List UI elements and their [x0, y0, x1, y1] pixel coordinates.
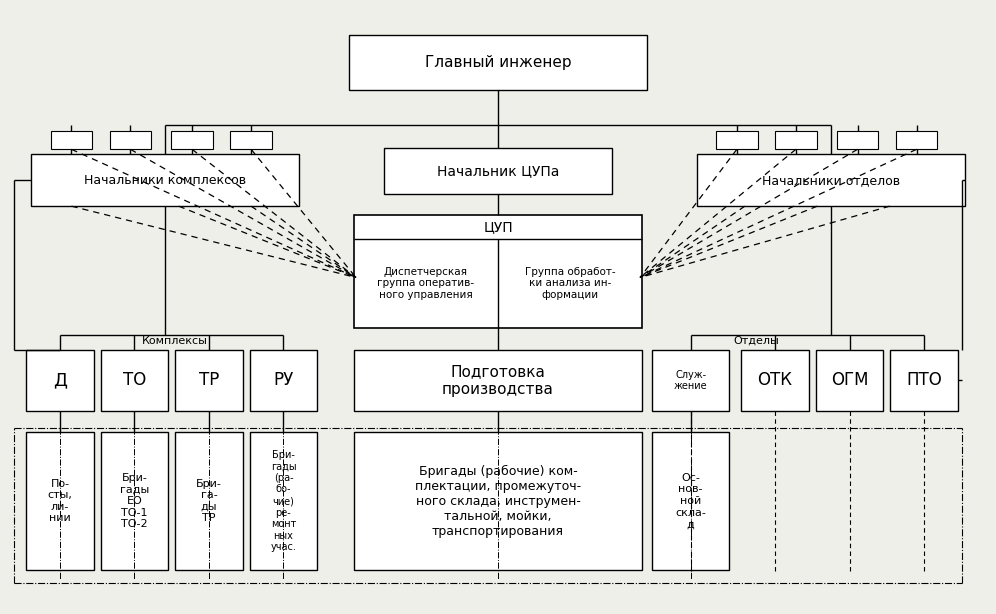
Text: Бри-
гады
ЕО
ТО-1
ТО-2: Бри- гады ЕО ТО-1 ТО-2	[120, 473, 149, 529]
Text: Диспетчерская
группа оператив-
ного управления: Диспетчерская группа оператив- ного упра…	[377, 267, 474, 300]
FancyBboxPatch shape	[250, 432, 318, 570]
FancyBboxPatch shape	[175, 432, 243, 570]
FancyBboxPatch shape	[895, 131, 937, 149]
FancyBboxPatch shape	[716, 131, 758, 149]
Text: ТО: ТО	[123, 371, 146, 389]
FancyBboxPatch shape	[696, 154, 965, 206]
FancyBboxPatch shape	[250, 350, 318, 411]
Text: Группа обработ-
ки анализа ин-
формации: Группа обработ- ки анализа ин- формации	[525, 267, 616, 300]
Text: Д: Д	[53, 371, 67, 389]
FancyBboxPatch shape	[26, 432, 94, 570]
FancyBboxPatch shape	[101, 350, 168, 411]
FancyBboxPatch shape	[31, 154, 300, 206]
FancyBboxPatch shape	[652, 432, 729, 570]
FancyBboxPatch shape	[171, 131, 213, 149]
Text: ОГМ: ОГМ	[831, 371, 869, 389]
FancyBboxPatch shape	[354, 432, 642, 570]
FancyBboxPatch shape	[775, 131, 817, 149]
Text: ПТО: ПТО	[906, 371, 942, 389]
FancyBboxPatch shape	[230, 131, 272, 149]
FancyBboxPatch shape	[26, 350, 94, 411]
FancyBboxPatch shape	[816, 350, 883, 411]
FancyBboxPatch shape	[51, 131, 93, 149]
Text: ЦУП: ЦУП	[483, 220, 513, 234]
Text: Начальники комплексов: Начальники комплексов	[85, 174, 246, 187]
Text: Начальники отделов: Начальники отделов	[762, 174, 899, 187]
FancyBboxPatch shape	[354, 350, 642, 411]
Text: Подготовка
производства: Подготовка производства	[442, 364, 554, 397]
FancyBboxPatch shape	[354, 216, 642, 328]
Text: Комплексы: Комплексы	[142, 336, 208, 346]
Text: Отделы: Отделы	[733, 336, 779, 346]
FancyBboxPatch shape	[110, 131, 151, 149]
Text: Бри-
гады
(ра-
бо-
чие)
ре-
монт
ных
учас.: Бри- гады (ра- бо- чие) ре- монт ных уча…	[271, 449, 297, 553]
FancyBboxPatch shape	[741, 350, 809, 411]
FancyBboxPatch shape	[837, 131, 878, 149]
Text: Бригады (рабочие) ком-
плектации, промежуточ-
ного склада, инструмен-
тальной, м: Бригады (рабочие) ком- плектации, промеж…	[415, 465, 581, 538]
FancyBboxPatch shape	[349, 35, 647, 90]
Text: Бри-
га-
ды
ТР: Бри- га- ды ТР	[196, 479, 222, 524]
Text: Служ-
жение: Служ- жение	[674, 370, 707, 391]
Text: ОТК: ОТК	[758, 371, 793, 389]
Text: ТР: ТР	[199, 371, 219, 389]
Text: Ос-
нов-
ной
скла-
д: Ос- нов- ной скла- д	[675, 473, 706, 529]
Text: РУ: РУ	[273, 371, 294, 389]
FancyBboxPatch shape	[652, 350, 729, 411]
FancyBboxPatch shape	[890, 350, 958, 411]
Text: Начальник ЦУПа: Начальник ЦУПа	[437, 164, 559, 178]
Text: По-
сты,
ли-
нии: По- сты, ли- нии	[48, 479, 73, 524]
FancyBboxPatch shape	[383, 148, 613, 194]
FancyBboxPatch shape	[101, 432, 168, 570]
Text: Главный инженер: Главный инженер	[424, 55, 572, 70]
FancyBboxPatch shape	[175, 350, 243, 411]
